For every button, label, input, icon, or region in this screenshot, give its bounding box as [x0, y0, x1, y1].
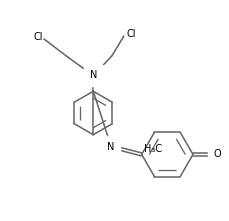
Text: N: N [89, 70, 97, 80]
Text: Cl: Cl [125, 29, 135, 39]
Text: N: N [107, 141, 114, 152]
Text: H₃C: H₃C [144, 144, 162, 154]
Text: Cl: Cl [33, 32, 43, 42]
Text: O: O [213, 149, 221, 159]
